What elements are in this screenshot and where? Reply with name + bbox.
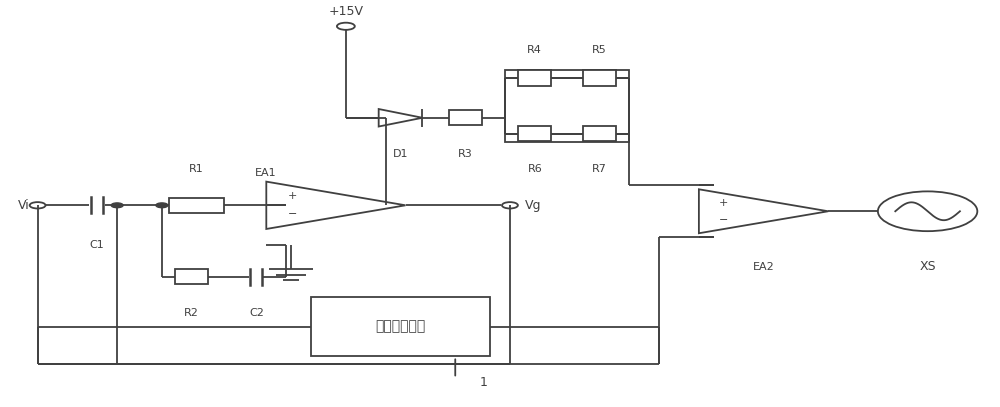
Bar bbox=[518, 126, 551, 141]
Text: EA1: EA1 bbox=[255, 168, 276, 179]
Text: 分频比较电路: 分频比较电路 bbox=[375, 319, 426, 334]
Bar bbox=[583, 70, 616, 85]
Bar bbox=[505, 70, 629, 142]
Bar bbox=[518, 70, 551, 85]
Text: −: − bbox=[288, 209, 297, 219]
Circle shape bbox=[111, 203, 123, 208]
Text: R7: R7 bbox=[592, 164, 607, 175]
Bar bbox=[583, 70, 616, 85]
Text: C1: C1 bbox=[90, 240, 105, 250]
Text: +: + bbox=[288, 191, 297, 201]
Text: EA2: EA2 bbox=[753, 262, 774, 272]
Text: Vi: Vi bbox=[18, 199, 30, 212]
Text: +: + bbox=[719, 198, 728, 208]
Text: R1: R1 bbox=[189, 164, 204, 175]
Text: −: − bbox=[719, 214, 728, 225]
Bar bbox=[169, 198, 224, 213]
Polygon shape bbox=[379, 109, 422, 127]
Circle shape bbox=[156, 203, 168, 208]
Bar bbox=[449, 110, 482, 125]
Text: 1: 1 bbox=[480, 376, 488, 389]
Bar bbox=[518, 70, 551, 85]
Text: R4: R4 bbox=[527, 45, 542, 55]
Bar bbox=[311, 297, 490, 357]
Text: D1: D1 bbox=[393, 149, 408, 159]
Bar bbox=[518, 126, 551, 141]
Text: XS: XS bbox=[919, 260, 936, 274]
Bar bbox=[583, 126, 616, 141]
Text: R5: R5 bbox=[592, 45, 607, 55]
Text: Vg: Vg bbox=[525, 199, 541, 212]
Text: C2: C2 bbox=[249, 308, 264, 318]
Text: R3: R3 bbox=[458, 149, 473, 159]
Bar bbox=[175, 269, 208, 284]
Text: +15V: +15V bbox=[328, 5, 363, 18]
Text: R2: R2 bbox=[184, 308, 199, 318]
Text: R6: R6 bbox=[527, 164, 542, 175]
Bar bbox=[583, 126, 616, 141]
